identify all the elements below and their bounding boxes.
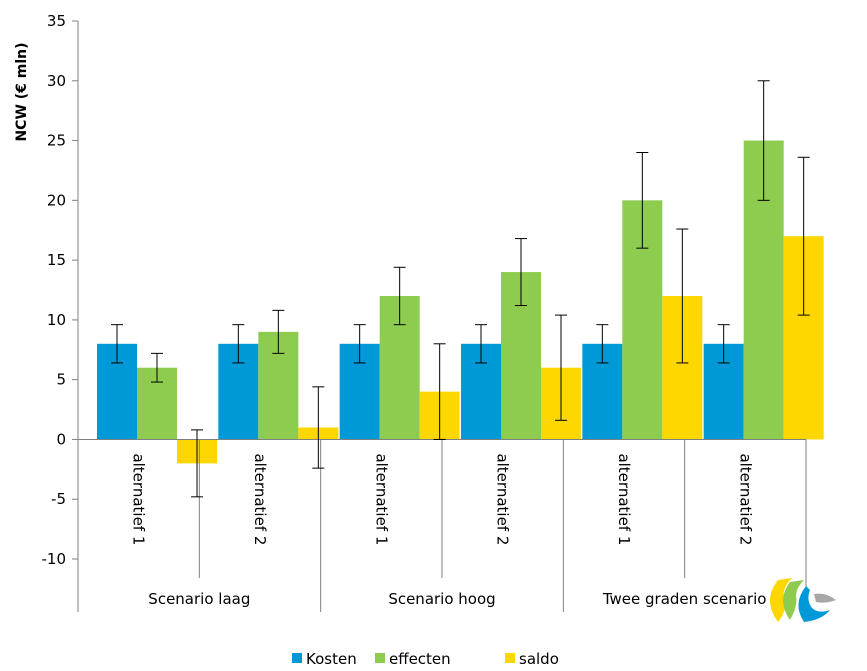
y-tick-label: 5: [56, 371, 66, 389]
y-tick-label: -5: [51, 490, 66, 508]
category-label: alternatief 1: [372, 453, 390, 545]
legend-label: saldo: [519, 650, 559, 668]
y-tick-label: 20: [47, 191, 66, 209]
y-tick-label: 15: [47, 251, 66, 269]
legend-swatch-saldo: [505, 653, 515, 663]
y-axis-label: NCW (€ mln): [14, 42, 30, 141]
category-label: alternatief 1: [615, 453, 633, 545]
category-label: alternatief 1: [130, 453, 148, 545]
category-label: alternatief 2: [251, 453, 269, 545]
category-label: alternatief 2: [736, 453, 754, 545]
y-tick-label: 25: [47, 132, 66, 150]
group-label: Twee graden scenario: [602, 590, 767, 608]
legend-swatch-effecten: [375, 653, 385, 663]
category-label: alternatief 2: [494, 453, 512, 545]
group-label: Scenario hoog: [388, 590, 495, 608]
plot-area: -10 -5 0 5 10 15 20 25 30 35 alternatief 1 alternat…: [42, 12, 824, 668]
y-tick-label: 10: [47, 311, 66, 329]
logo: [770, 578, 836, 622]
y-tick-label: 35: [47, 12, 66, 30]
legend-label: effecten: [389, 650, 451, 668]
legend-swatch-kosten: [292, 653, 302, 663]
y-tick-label: 30: [47, 72, 66, 90]
y-tick-label: 0: [56, 430, 66, 448]
group-label: Scenario laag: [148, 590, 250, 608]
y-tick-label: -10: [42, 550, 67, 568]
legend-label: Kosten: [306, 650, 357, 668]
